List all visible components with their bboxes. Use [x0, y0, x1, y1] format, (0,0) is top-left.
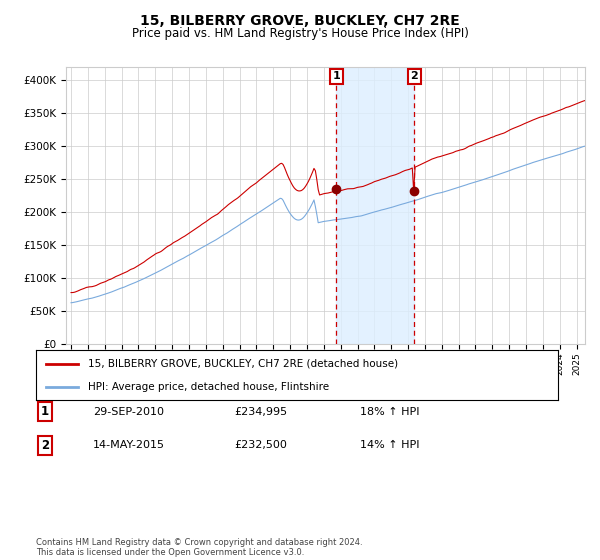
Text: 18% ↑ HPI: 18% ↑ HPI — [360, 407, 419, 417]
Text: HPI: Average price, detached house, Flintshire: HPI: Average price, detached house, Flin… — [88, 382, 329, 392]
Text: 1: 1 — [332, 71, 340, 81]
Text: 15, BILBERRY GROVE, BUCKLEY, CH7 2RE (detached house): 15, BILBERRY GROVE, BUCKLEY, CH7 2RE (de… — [88, 358, 398, 368]
Text: £232,500: £232,500 — [234, 440, 287, 450]
Text: 2: 2 — [410, 71, 418, 81]
Text: 14-MAY-2015: 14-MAY-2015 — [93, 440, 165, 450]
Text: 15, BILBERRY GROVE, BUCKLEY, CH7 2RE: 15, BILBERRY GROVE, BUCKLEY, CH7 2RE — [140, 14, 460, 28]
Text: 2: 2 — [41, 438, 49, 452]
Text: 14% ↑ HPI: 14% ↑ HPI — [360, 440, 419, 450]
Text: 29-SEP-2010: 29-SEP-2010 — [93, 407, 164, 417]
Text: £234,995: £234,995 — [234, 407, 287, 417]
Text: 1: 1 — [41, 405, 49, 418]
Bar — [337, 67, 415, 344]
Text: Price paid vs. HM Land Registry's House Price Index (HPI): Price paid vs. HM Land Registry's House … — [131, 27, 469, 40]
Text: Contains HM Land Registry data © Crown copyright and database right 2024.
This d: Contains HM Land Registry data © Crown c… — [36, 538, 362, 557]
